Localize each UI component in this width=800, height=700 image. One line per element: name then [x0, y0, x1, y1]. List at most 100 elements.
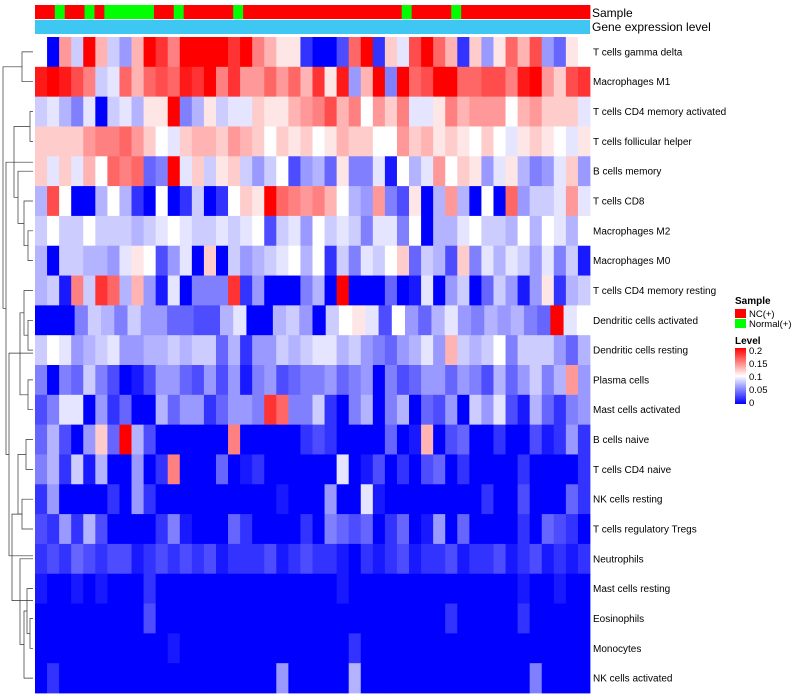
heatmap-cell: [517, 37, 531, 68]
heatmap-cell: [203, 484, 217, 515]
row-label: Monocytes: [593, 644, 641, 655]
heatmap-cell: [553, 156, 567, 187]
heatmap-cell: [264, 454, 277, 485]
heatmap-cell: [131, 37, 144, 68]
heatmap-cell: [300, 96, 313, 127]
heatmap-cell: [167, 66, 181, 98]
heatmap-cell: [131, 275, 144, 306]
heatmap-cell: [240, 126, 253, 157]
heatmap-cell: [143, 394, 157, 426]
heatmap-cell: [324, 37, 338, 68]
heatmap-cell: [517, 66, 531, 98]
sample-annotation-cell: [371, 5, 383, 19]
heatmap-cell: [191, 394, 205, 426]
heatmap-cell: [240, 365, 253, 396]
heatmap-cell: [372, 454, 386, 485]
heatmap-cell: [59, 424, 72, 455]
heatmap-cell: [107, 66, 120, 98]
heatmap-cell: [372, 245, 386, 276]
heatmap-cell: [517, 663, 531, 694]
heatmap-cell: [360, 633, 374, 664]
heatmap-cell: [324, 663, 338, 694]
dendrogram-branch: [21, 498, 33, 530]
heatmap-cell: [300, 156, 313, 187]
heatmap-cell: [95, 335, 108, 366]
heatmap-cell: [336, 126, 350, 157]
heatmap-cell: [240, 633, 253, 664]
heatmap-cell: [107, 514, 120, 545]
heatmap-cell: [203, 454, 217, 485]
heatmap-cell: [107, 186, 120, 217]
sample-annotation-cell: [94, 5, 105, 19]
heatmap-cell: [252, 37, 265, 68]
heatmap-cell: [119, 335, 132, 366]
heatmap-cell: [264, 514, 277, 545]
heatmap-cell: [529, 335, 543, 366]
heatmap-cell: [179, 245, 193, 276]
heatmap-cell: [493, 484, 506, 515]
level-legend-title: Level: [735, 336, 761, 347]
heatmap-cell: [167, 335, 181, 366]
heatmap-cell: [312, 484, 325, 515]
heatmap-cell: [143, 454, 157, 485]
heatmap-cell: [264, 484, 277, 515]
heatmap-cell: [276, 543, 289, 575]
heatmap-cell: [336, 96, 350, 127]
level-tick-label: 0.05: [749, 385, 768, 396]
heatmap-cell: [576, 305, 591, 336]
heatmap-cell: [167, 215, 181, 247]
heatmap-cell: [107, 484, 120, 515]
heatmap-cell: [47, 96, 60, 127]
heatmap-cell: [553, 245, 567, 276]
heatmap-cell: [191, 663, 205, 694]
heatmap-cell: [445, 454, 458, 485]
heatmap-cell: [336, 37, 350, 68]
heatmap-cell: [360, 245, 374, 276]
heatmap-cell: [553, 633, 567, 664]
heatmap-cell: [83, 96, 96, 127]
heatmap-cell: [95, 663, 108, 694]
heatmap-cell: [457, 365, 470, 396]
heatmap-cell: [469, 275, 482, 306]
heatmap-cell: [338, 305, 353, 336]
heatmap-cell: [228, 514, 241, 545]
heatmap-cell: [300, 633, 313, 664]
heatmap-cell: [384, 484, 398, 515]
heatmap-cell: [312, 186, 325, 217]
heatmap-cell: [203, 275, 217, 306]
heatmap-cell: [565, 66, 579, 98]
sample-annotation-bar: [35, 5, 591, 19]
heatmap-cell: [35, 305, 49, 336]
heatmap-cell: [493, 573, 506, 604]
heatmap-cell: [541, 543, 555, 575]
heatmap-cell: [259, 305, 274, 336]
heatmap-cell: [481, 484, 494, 515]
heatmap-cell: [529, 454, 543, 485]
heatmap-cell: [396, 603, 410, 634]
heatmap-cell: [71, 603, 84, 634]
heatmap-cell: [215, 514, 229, 545]
heatmap-cell: [59, 66, 72, 98]
heatmap-cell: [409, 186, 422, 217]
heatmap-cell: [481, 603, 494, 634]
heatmap-cell: [191, 424, 205, 455]
heatmap-cell: [240, 573, 253, 604]
heatmap-cell: [481, 275, 494, 306]
heatmap-cell: [577, 633, 591, 664]
heatmap-cell: [167, 126, 181, 157]
level-tick-label: 0.2: [749, 346, 762, 357]
heatmap-cell: [565, 454, 579, 485]
heatmap-cell: [167, 394, 181, 426]
heatmap-cell: [445, 186, 458, 217]
heatmap-cell: [360, 573, 374, 604]
heatmap-cells: [35, 37, 591, 694]
heatmap-cell: [119, 663, 132, 694]
heatmap-cell: [384, 335, 398, 366]
heatmap-cell: [180, 305, 194, 336]
heatmap-cell: [179, 96, 193, 127]
heatmap-cell: [360, 514, 374, 545]
heatmap-cell: [517, 275, 531, 306]
heatmap-cell: [95, 484, 108, 515]
heatmap-cell: [481, 66, 494, 98]
